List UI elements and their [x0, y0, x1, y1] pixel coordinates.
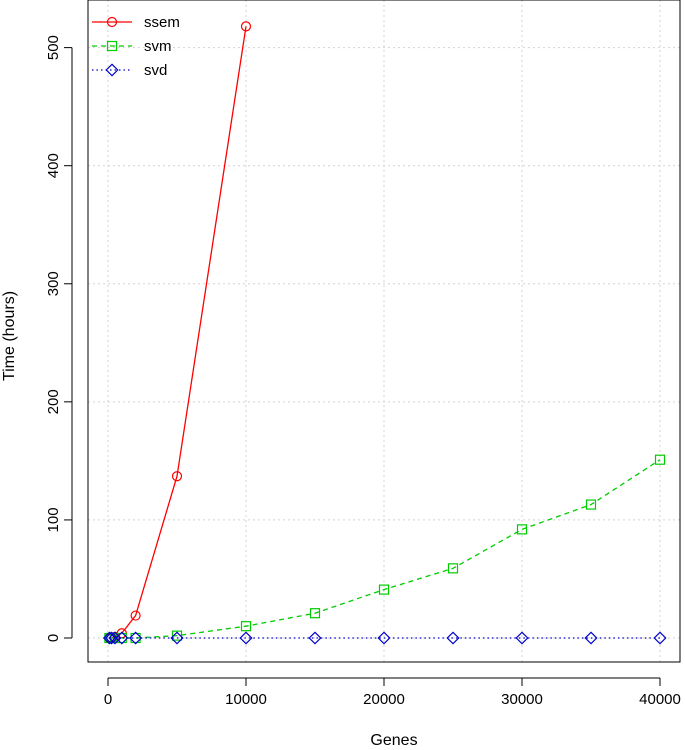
legend-label: svm	[144, 38, 172, 55]
grid	[88, 0, 680, 662]
y-tick-label: 300	[45, 271, 62, 296]
legend-label: ssem	[144, 14, 180, 31]
data-point-svm	[309, 608, 321, 619]
y-axis-title: Time (hours)	[1, 291, 18, 381]
series-line-svm	[109, 459, 661, 639]
legend-label: svd	[144, 62, 167, 79]
data-point-svd	[115, 631, 129, 645]
data-point-svd	[515, 631, 529, 645]
data-point-svd	[584, 631, 598, 645]
x-tick-label: 20000	[363, 691, 405, 708]
data-point-svd	[102, 631, 116, 645]
data-point-svm	[447, 563, 459, 574]
x-axis-title: Genes	[370, 732, 417, 749]
x-tick-label: 10000	[225, 691, 267, 708]
x-tick-label: 0	[104, 691, 112, 708]
data-point-ssem	[171, 471, 183, 482]
data-point-ssem	[130, 610, 141, 621]
data-point-svm	[585, 499, 597, 510]
data-point-svd	[308, 631, 322, 645]
legend-marker	[106, 40, 118, 52]
legend-item-svd: svd	[92, 62, 167, 79]
data-point-svd	[653, 631, 667, 645]
data-point-svm	[240, 621, 252, 632]
legend-item-ssem: ssem	[92, 14, 180, 31]
data-point-svm	[171, 630, 183, 641]
data-point-svd	[104, 631, 118, 645]
data-point-svd	[446, 631, 460, 645]
series-svm	[104, 454, 666, 644]
data-point-svm	[654, 454, 666, 465]
legend-item-svm: svm	[92, 38, 172, 55]
y-tick-label: 100	[45, 507, 62, 532]
y-tick-label: 400	[45, 153, 62, 178]
x-tick-label: 40000	[639, 691, 681, 708]
data-point-svd	[129, 631, 143, 645]
y-tick-label: 0	[45, 634, 62, 642]
series-svd	[102, 631, 667, 645]
legend-marker	[105, 63, 119, 77]
legend-marker	[106, 16, 118, 28]
y-tick-label: 500	[45, 35, 62, 60]
data-point-svd	[239, 631, 253, 645]
data-point-svm	[130, 632, 141, 644]
x-tick-label: 30000	[501, 691, 543, 708]
series-line-ssem	[109, 26, 247, 639]
data-point-svm	[516, 524, 528, 535]
series-ssem	[104, 21, 252, 644]
axes: 0 10000 20000 30000 40000 0 100 200 300 400 500	[45, 35, 681, 708]
series	[102, 21, 667, 645]
data-point-svd	[170, 631, 184, 645]
data-point-ssem	[240, 21, 252, 32]
y-tick-label: 200	[45, 389, 62, 414]
plot-frame	[87, 0, 681, 663]
data-point-svd	[377, 631, 391, 645]
legend: ssem svm svd	[92, 14, 180, 79]
data-point-svm	[378, 584, 390, 595]
